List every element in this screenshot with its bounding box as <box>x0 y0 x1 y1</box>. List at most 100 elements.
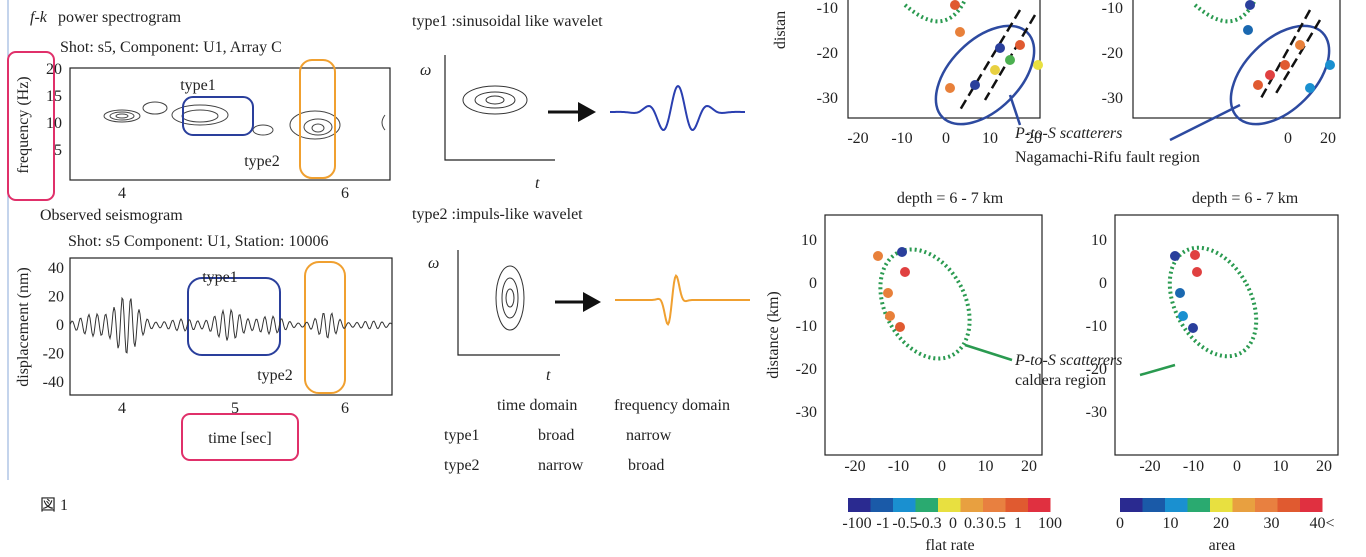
label: Nagamachi-Rifu fault region <box>1015 149 1200 166</box>
tick-label: -20 <box>847 130 868 147</box>
seismogram-trace <box>69 296 393 354</box>
tick-label: 20 <box>1320 130 1336 147</box>
scatter-point <box>873 0 1335 333</box>
tick-label: 0 <box>1116 515 1124 532</box>
label: depth = 6 - 7 km <box>1192 190 1299 207</box>
label: area <box>1209 537 1236 554</box>
tick-label: -10 <box>1086 318 1107 335</box>
colorbar-cell <box>1005 498 1028 512</box>
label: t <box>546 367 551 384</box>
tick-label: -20 <box>1139 458 1160 475</box>
tick-label: 10 <box>1163 515 1179 532</box>
tick-label: -30 <box>796 404 817 421</box>
label: t <box>535 175 540 192</box>
spectrogram-frame <box>69 67 391 181</box>
table-cell: narrow <box>626 427 672 444</box>
tick-label: 20 <box>1213 515 1229 532</box>
colorbar <box>848 498 1323 512</box>
label: 図 1 <box>40 497 68 514</box>
label: flat rate <box>925 537 974 554</box>
table-cell: broad <box>628 457 664 474</box>
arrow-head <box>583 292 601 312</box>
contours <box>462 85 528 115</box>
type1-box <box>187 277 281 356</box>
tick-label: 0 <box>1099 275 1107 292</box>
tick-label: -20 <box>817 45 838 62</box>
tick-label: -10 <box>888 458 909 475</box>
tick-label: 20 <box>46 61 62 78</box>
tick-label: 10 <box>978 458 994 475</box>
label: type1 <box>180 77 216 94</box>
tick-label: 10 <box>1273 458 1289 475</box>
tick-label: 40 <box>48 260 64 277</box>
tick-label: 0.5 <box>986 515 1006 532</box>
label: distan <box>772 11 789 49</box>
tick-label: -10 <box>1102 0 1123 17</box>
colorbar-cell <box>1277 498 1300 512</box>
axes <box>457 250 560 356</box>
tick-label: 30 <box>1264 515 1280 532</box>
tick-label: -20 <box>844 458 865 475</box>
colorbar-cell <box>848 498 871 512</box>
tick-label: 1 <box>1014 515 1022 532</box>
leader-line <box>1169 103 1241 142</box>
contours <box>495 265 525 331</box>
tick-label: -1 <box>876 515 889 532</box>
tick-label: 4 <box>118 185 126 202</box>
label: type2 <box>244 153 280 170</box>
tick-label: 0.3 <box>964 515 984 532</box>
map-frame <box>824 214 1043 456</box>
tick-label: -30 <box>1086 404 1107 421</box>
tick-label: 100 <box>1038 515 1062 532</box>
colorbar-cell <box>915 498 938 512</box>
label: displacement (nm) <box>15 267 32 387</box>
tick-label: 5 <box>231 400 239 417</box>
label: P-to-S scatterers <box>1014 352 1122 369</box>
tick-label: 0 <box>938 458 946 475</box>
tick-label: -100 <box>842 515 871 532</box>
highlight-box <box>7 51 55 201</box>
label: P-to-S scatterers <box>1014 125 1122 142</box>
tick-label: 40< <box>1309 515 1334 532</box>
label: f-k <box>30 9 48 26</box>
tick-label: 6 <box>341 400 349 417</box>
tick-label: 20 <box>48 289 64 306</box>
leader-line <box>1008 94 1022 126</box>
tick-label: -0.3 <box>916 515 941 532</box>
label: depth = 6 - 7 km <box>897 190 1004 207</box>
label: distance (km) <box>765 291 782 379</box>
table-cell: broad <box>538 427 574 444</box>
leader-line <box>1139 363 1176 377</box>
tick-label: 10 <box>46 115 62 132</box>
label: caldera region <box>1015 372 1106 389</box>
tick-label: 0 <box>942 130 950 147</box>
tick-label: -40 <box>43 374 64 391</box>
colorbar-cell <box>870 498 893 512</box>
label: type2 :impuls-like wavelet <box>412 206 583 223</box>
tick-label: -10 <box>1183 458 1204 475</box>
tick-label: 20 <box>1026 130 1042 147</box>
tick-label: 10 <box>982 130 998 147</box>
colorbar-cell <box>893 498 916 512</box>
label: time [sec] <box>208 430 272 447</box>
tick-label: 0 <box>949 515 957 532</box>
label: type1 <box>202 269 238 286</box>
contours <box>103 101 386 140</box>
tick-label: -20 <box>43 346 64 363</box>
type1-box <box>182 96 254 136</box>
colorbar-cell <box>1232 498 1255 512</box>
label: type2 <box>257 367 293 384</box>
label: frequency (Hz) <box>15 76 32 173</box>
wavelet <box>610 84 745 132</box>
label: frequency domain <box>614 397 730 414</box>
tick-label: -0.5 <box>892 515 917 532</box>
label: type1 :sinusoidal like wavelet <box>412 13 603 30</box>
tick-label: 15 <box>46 88 62 105</box>
axes <box>444 55 555 161</box>
colorbar-cell <box>983 498 1006 512</box>
tick-label: 0 <box>56 317 64 334</box>
colorbar-cell <box>1120 498 1143 512</box>
highlight-box <box>181 413 299 461</box>
table-cell: type2 <box>444 457 480 474</box>
